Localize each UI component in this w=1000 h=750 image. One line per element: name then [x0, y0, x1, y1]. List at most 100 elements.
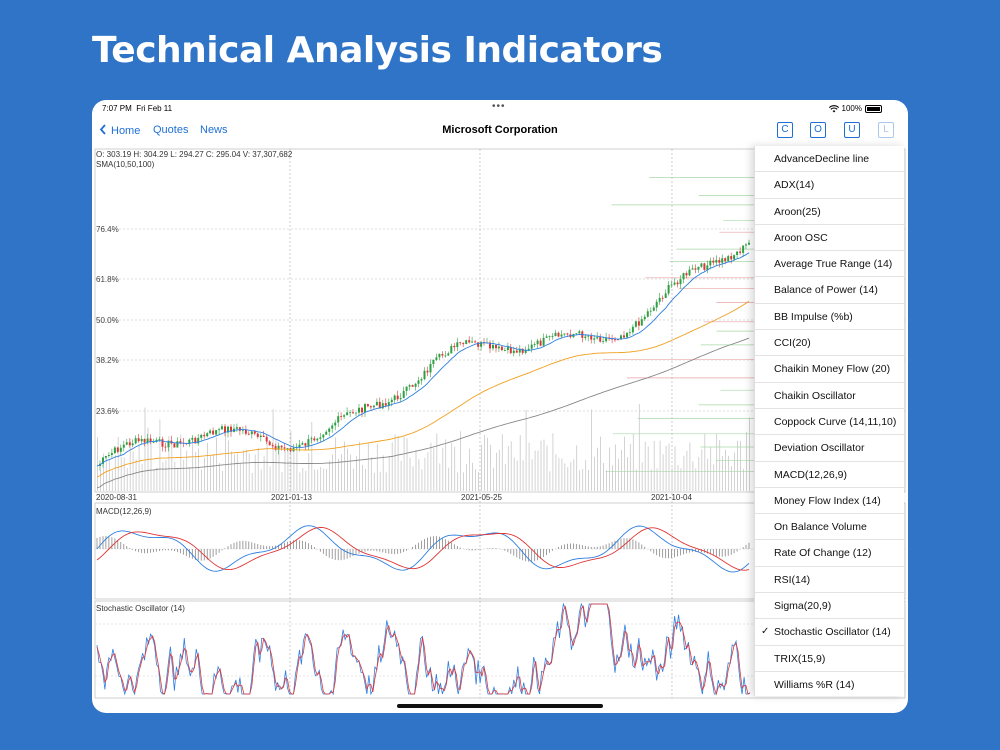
- volume-bar: [555, 454, 557, 491]
- volume-bar: [159, 419, 161, 491]
- candle-body: [346, 412, 349, 416]
- back-home-button[interactable]: Home: [99, 124, 140, 137]
- indicator-option[interactable]: BB Impulse (%b): [755, 304, 904, 331]
- candle-body: [694, 268, 697, 270]
- news-link[interactable]: News: [200, 124, 228, 136]
- volume-bar: [731, 466, 732, 491]
- indicator-option[interactable]: AdvanceDecline line: [755, 146, 904, 173]
- volume-bar: [123, 457, 125, 491]
- fib-level-76: 76.4%: [96, 225, 119, 234]
- indicator-option[interactable]: On Balance Volume: [755, 514, 904, 541]
- candle-body: [536, 340, 539, 345]
- indicator-option[interactable]: CCI(20): [755, 330, 904, 357]
- candle-body: [506, 347, 509, 350]
- indicator-option[interactable]: RSI(14): [755, 567, 904, 594]
- layout-button[interactable]: L: [878, 122, 894, 138]
- volume-bar: [525, 409, 527, 491]
- candle-body: [212, 430, 215, 435]
- indicator-option[interactable]: TRIX(15,9): [755, 646, 904, 672]
- indicator-option-label: Aroon OSC: [774, 231, 828, 244]
- volume-bar: [341, 454, 342, 491]
- multitask-dots-icon[interactable]: •••: [492, 101, 506, 112]
- overlay-button[interactable]: O: [810, 122, 826, 138]
- volume-bar: [677, 464, 679, 491]
- candle-body: [533, 344, 536, 345]
- volume-bar: [698, 457, 700, 491]
- candle-body: [712, 260, 715, 263]
- chevron-left-icon: [99, 124, 106, 135]
- candle-body: [527, 348, 530, 351]
- volume-bar: [135, 459, 137, 491]
- indicator-option[interactable]: Aroon OSC: [755, 225, 904, 252]
- candle-body: [104, 456, 107, 458]
- candle-body: [497, 346, 500, 349]
- underlay-button[interactable]: U: [844, 122, 860, 138]
- candle-body: [307, 439, 310, 446]
- indicator-option[interactable]: Money Flow Index (14): [755, 488, 904, 515]
- battery-icon: [865, 104, 882, 113]
- volume-bars: [97, 403, 750, 491]
- candle-body: [429, 364, 432, 373]
- candle-body: [655, 301, 658, 308]
- indicator-option[interactable]: ADX(14): [755, 172, 904, 199]
- quotes-link[interactable]: Quotes: [153, 124, 189, 136]
- candle-body: [739, 251, 742, 253]
- candle-body: [423, 370, 426, 380]
- indicator-option[interactable]: Chaikin Oscillator: [755, 383, 904, 409]
- indicator-option[interactable]: Sigma(20,9): [755, 593, 904, 620]
- home-indicator[interactable]: [397, 704, 603, 708]
- candle-body: [304, 443, 307, 446]
- volume-bar: [406, 438, 408, 491]
- candle-body: [274, 446, 277, 450]
- candle-body: [366, 404, 369, 407]
- candle-body: [676, 282, 679, 285]
- volume-bar: [594, 456, 595, 491]
- chart-type-button[interactable]: C: [777, 122, 793, 138]
- candle-body: [384, 403, 387, 406]
- volume-bar: [385, 472, 387, 491]
- volume-bar: [231, 451, 232, 491]
- indicator-option[interactable]: ✓ Stochastic Oscillator (14): [755, 619, 904, 646]
- volume-bar: [254, 454, 256, 491]
- indicator-option[interactable]: Aroon(25): [755, 199, 904, 225]
- indicator-option[interactable]: Rate Of Change (12): [755, 540, 904, 567]
- volume-bar: [323, 468, 325, 491]
- volume-bar: [397, 435, 399, 491]
- indicator-menu[interactable]: AdvanceDecline line ADX(14) Aroon(25) Aroon…: [754, 146, 904, 696]
- indicator-option[interactable]: Williams %R (14): [755, 672, 904, 696]
- candle-body: [283, 447, 286, 449]
- candle-body: [206, 433, 209, 437]
- candle-body: [715, 260, 718, 263]
- candle-body: [661, 297, 664, 299]
- stock-chart[interactable]: O: 303.19 H: 304.29 L: 294.27 C: 295.04 …: [92, 146, 908, 713]
- indicator-option-label: MACD(12,26,9): [774, 468, 847, 481]
- candle-body: [721, 258, 724, 263]
- volume-bar: [621, 450, 622, 491]
- volume-bar: [427, 452, 429, 491]
- candle-body: [587, 335, 590, 337]
- candle-body: [322, 434, 325, 438]
- candle-body: [349, 412, 352, 414]
- volume-bar: [433, 448, 435, 491]
- indicator-option[interactable]: Balance of Power (14): [755, 277, 904, 304]
- candle-body: [736, 251, 739, 255]
- volume-bar: [365, 468, 366, 491]
- volume-bar: [579, 470, 581, 491]
- candle-body: [131, 443, 134, 446]
- volume-bar: [522, 460, 524, 491]
- volume-bar: [162, 462, 164, 491]
- indicator-option[interactable]: MACD(12,26,9): [755, 462, 904, 488]
- fib-level-61: 61.8%: [96, 275, 119, 284]
- macd-panel-border: [94, 502, 906, 600]
- candle-body: [697, 266, 700, 270]
- candle-body: [262, 435, 265, 437]
- volume-bar: [344, 441, 345, 491]
- battery-percent: 100%: [841, 104, 862, 113]
- indicator-option[interactable]: Average True Range (14): [755, 251, 904, 278]
- indicator-option[interactable]: Chaikin Money Flow (20): [755, 356, 904, 383]
- indicator-option[interactable]: Coppock Curve (14,11,10): [755, 409, 904, 436]
- candle-body: [512, 350, 515, 354]
- indicator-option[interactable]: Deviation Oscillator: [755, 435, 904, 462]
- candle-body: [471, 341, 474, 343]
- volume-bar: [543, 439, 545, 491]
